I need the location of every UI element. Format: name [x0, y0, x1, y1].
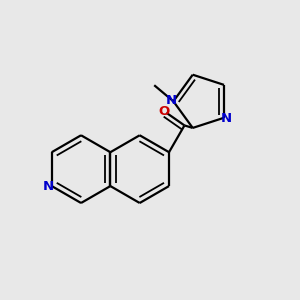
Text: N: N: [166, 94, 177, 106]
Text: N: N: [221, 112, 232, 125]
Text: O: O: [158, 105, 170, 118]
Text: N: N: [42, 180, 53, 193]
